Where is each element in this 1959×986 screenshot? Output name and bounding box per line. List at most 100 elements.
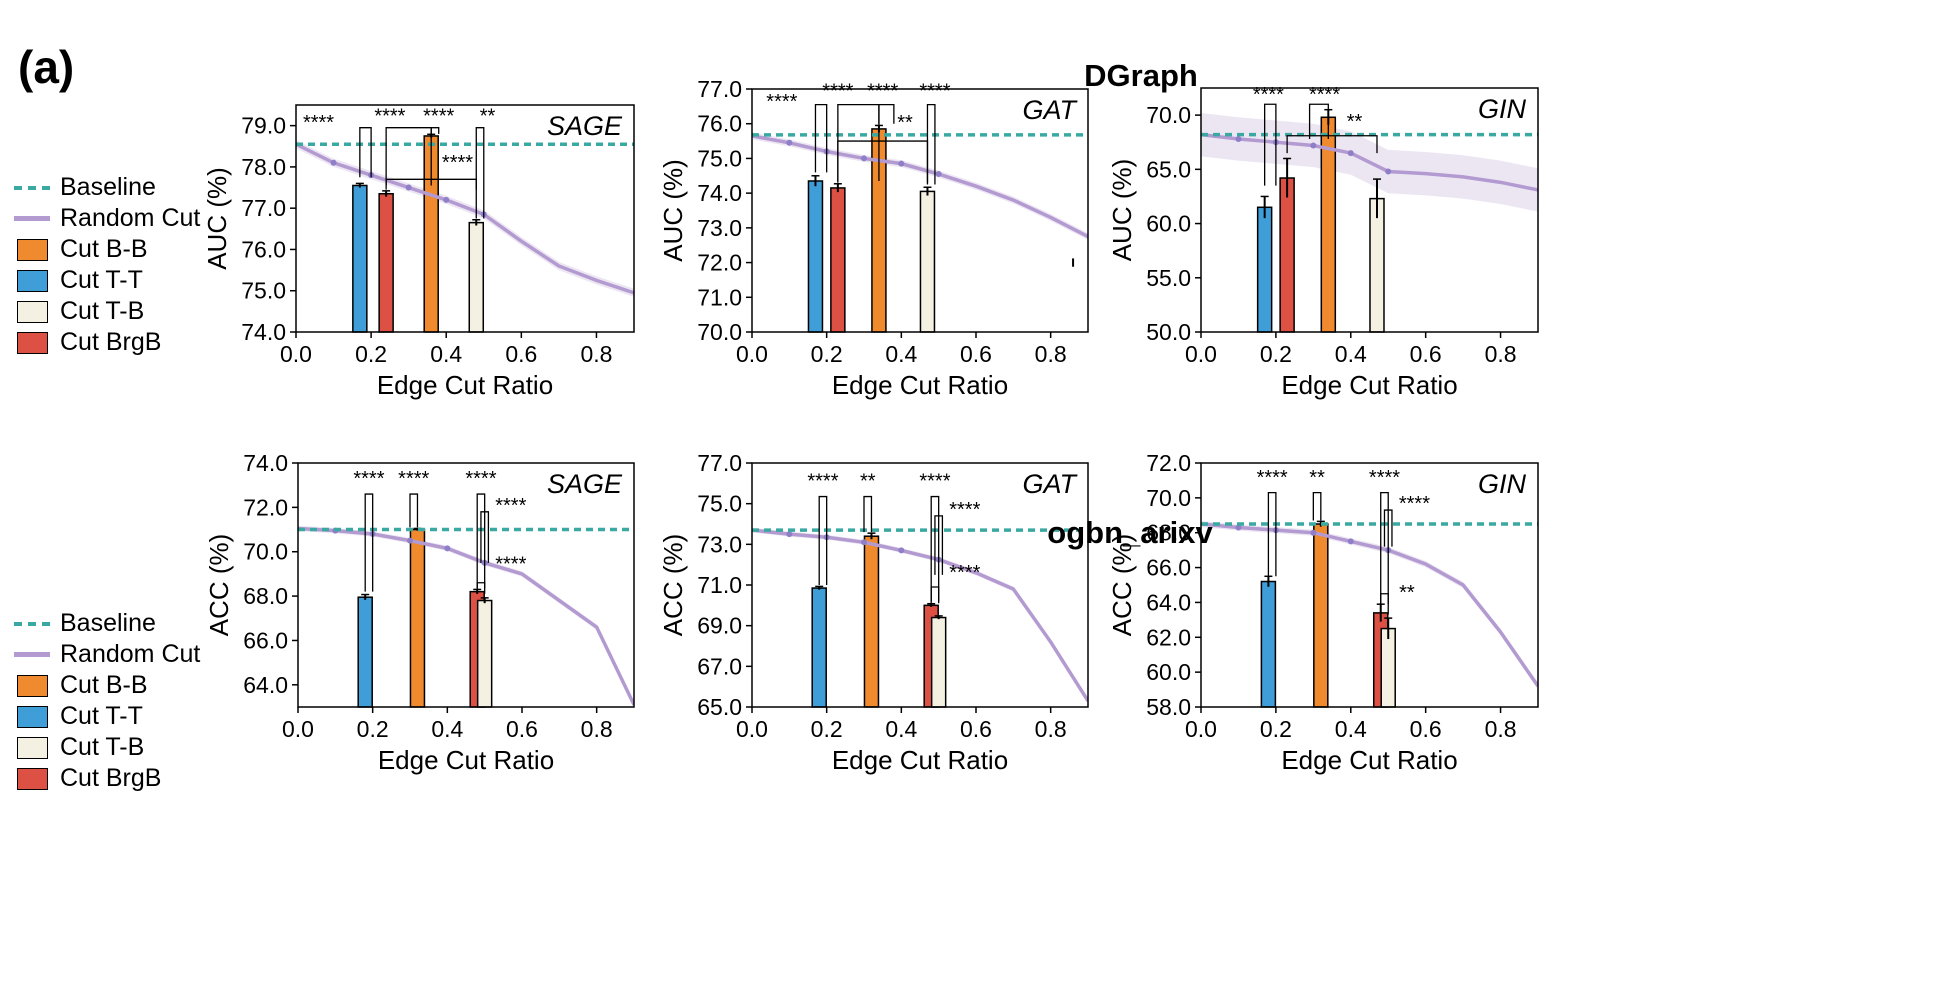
significance-bracket (930, 586, 940, 604)
x-tick-label: 0.0 (1185, 716, 1217, 742)
y-tick-label: 55.0 (1146, 265, 1191, 291)
cut-tb-swatch (17, 736, 48, 759)
y-axis-label: AUC (%) (202, 167, 232, 270)
significance-bracket (385, 127, 432, 186)
cut-bb-swatch (17, 238, 48, 261)
x-tick-label: 0.2 (355, 341, 387, 367)
y-tick-label: 75.0 (241, 278, 286, 304)
y-tick-label: 77.0 (697, 76, 742, 102)
significance-label: ** (1347, 111, 1363, 133)
significance-label: **** (1253, 84, 1284, 106)
random-cut-point (1310, 142, 1317, 149)
y-tick-label: 74.0 (697, 180, 742, 206)
bar-cut-t-b (930, 616, 947, 708)
y-tick-label: 71.0 (697, 284, 742, 310)
x-tick-label: 0.8 (581, 716, 613, 742)
legend-top: Baseline Random Cut Cut B-B Cut T-T Cut … (14, 172, 200, 358)
y-tick-label: 77.0 (697, 450, 742, 476)
x-tick-label: 0.4 (885, 341, 917, 367)
x-tick-label: 0.8 (1485, 716, 1517, 742)
bar-cut-t-b (468, 221, 485, 333)
significance-bracket (1380, 491, 1389, 605)
x-tick-label: 0.0 (1185, 341, 1217, 367)
random-cut-point (1347, 538, 1354, 545)
bar-cut-b-b (863, 535, 880, 708)
model-label: SAGE (547, 469, 623, 499)
significance-bracket (1264, 103, 1277, 186)
significance-bracket (1286, 135, 1378, 154)
y-tick-label: 66.0 (243, 627, 288, 653)
random-cut-swatch (14, 652, 50, 657)
legend-item-cut-tb: Cut T-B (14, 296, 200, 327)
bar-cut-t-b (919, 190, 936, 333)
random-cut-point (443, 196, 450, 203)
chart-dgraph-gat: **** **** **** ******0.0 0.2 0.4 0.6 0.870.071.… (658, 76, 1089, 400)
significance-bracket (364, 493, 374, 592)
bar-cut-t-t (811, 587, 827, 708)
significance-label: ** (480, 105, 496, 127)
y-tick-label: 75.0 (697, 145, 742, 171)
x-tick-label: 0.6 (505, 341, 537, 367)
x-tick-label: 0.6 (1410, 716, 1442, 742)
y-tick-label: 77.0 (241, 195, 286, 221)
significance-label: **** (807, 470, 838, 492)
legend-item-random-cut: Random Cut (14, 203, 200, 234)
y-tick-label: 64.0 (1146, 589, 1191, 615)
model-label: SAGE (547, 111, 623, 141)
x-tick-label: 0.4 (1335, 716, 1367, 742)
significance-bracket (878, 103, 895, 124)
significance-label: **** (766, 91, 797, 113)
y-tick-label: 72.0 (697, 250, 742, 276)
bar-cut-t-b (1380, 627, 1396, 708)
legend-item-baseline: Baseline (14, 172, 200, 203)
x-tick-label: 0.8 (580, 341, 612, 367)
significance-bracket (814, 103, 828, 173)
y-tick-label: 64.0 (243, 672, 288, 698)
chart-dgraph-gin: **** ******0.0 0.2 0.4 0.6 0.850.055.060.065.… (1107, 84, 1539, 400)
plot-frame (751, 462, 1089, 708)
y-tick-label: 73.0 (697, 215, 742, 241)
random-cut-point (786, 139, 793, 146)
legend-item-cut-bb: Cut B-B (14, 670, 200, 701)
random-cut-point (1235, 524, 1242, 531)
x-tick-label: 0.2 (811, 716, 843, 742)
significance-bracket (476, 493, 486, 589)
model-label: GIN (1478, 469, 1527, 499)
cut-brgb-swatch (17, 331, 48, 354)
y-tick-label: 70.0 (1146, 102, 1191, 128)
significance-label: ** (860, 470, 876, 492)
bar-cut-t-b (476, 599, 493, 708)
cut-brgb-swatch (17, 767, 48, 790)
random-cut-point (861, 155, 867, 162)
legend-item-cut-tt: Cut T-T (14, 265, 200, 296)
significance-label: **** (353, 468, 384, 490)
x-axis-label: Edge Cut Ratio (1281, 370, 1457, 400)
random-cut-point (407, 537, 413, 544)
y-tick-label: 62.0 (1146, 624, 1191, 650)
significance-label: ** (1309, 467, 1325, 489)
significance-label: **** (1399, 493, 1430, 515)
significance-label: **** (919, 470, 950, 492)
y-tick-label: 70.0 (697, 319, 742, 345)
bar-cut-brgb (830, 187, 846, 333)
significance-bracket (475, 127, 485, 219)
y-tick-label: 69.0 (697, 613, 742, 639)
y-tick-label: 74.0 (243, 450, 288, 476)
significance-bracket (930, 495, 940, 602)
significance-bracket (409, 493, 419, 528)
x-tick-label: 0.4 (431, 716, 463, 742)
x-tick-label: 0.6 (960, 341, 992, 367)
significance-bracket (934, 515, 944, 575)
x-tick-label: 0.0 (736, 341, 768, 367)
cut-tb-swatch (17, 300, 48, 323)
significance-label: **** (465, 468, 496, 490)
y-axis-label: AUC (%) (1107, 159, 1137, 262)
model-label: GAT (1023, 469, 1079, 499)
significance-bracket (818, 495, 828, 585)
x-axis-label: Edge Cut Ratio (377, 370, 553, 400)
y-tick-label: 79.0 (241, 113, 286, 139)
y-axis-label: AUC (%) (658, 159, 688, 262)
x-axis-label: Edge Cut Ratio (378, 745, 554, 775)
significance-label: **** (1309, 84, 1340, 106)
